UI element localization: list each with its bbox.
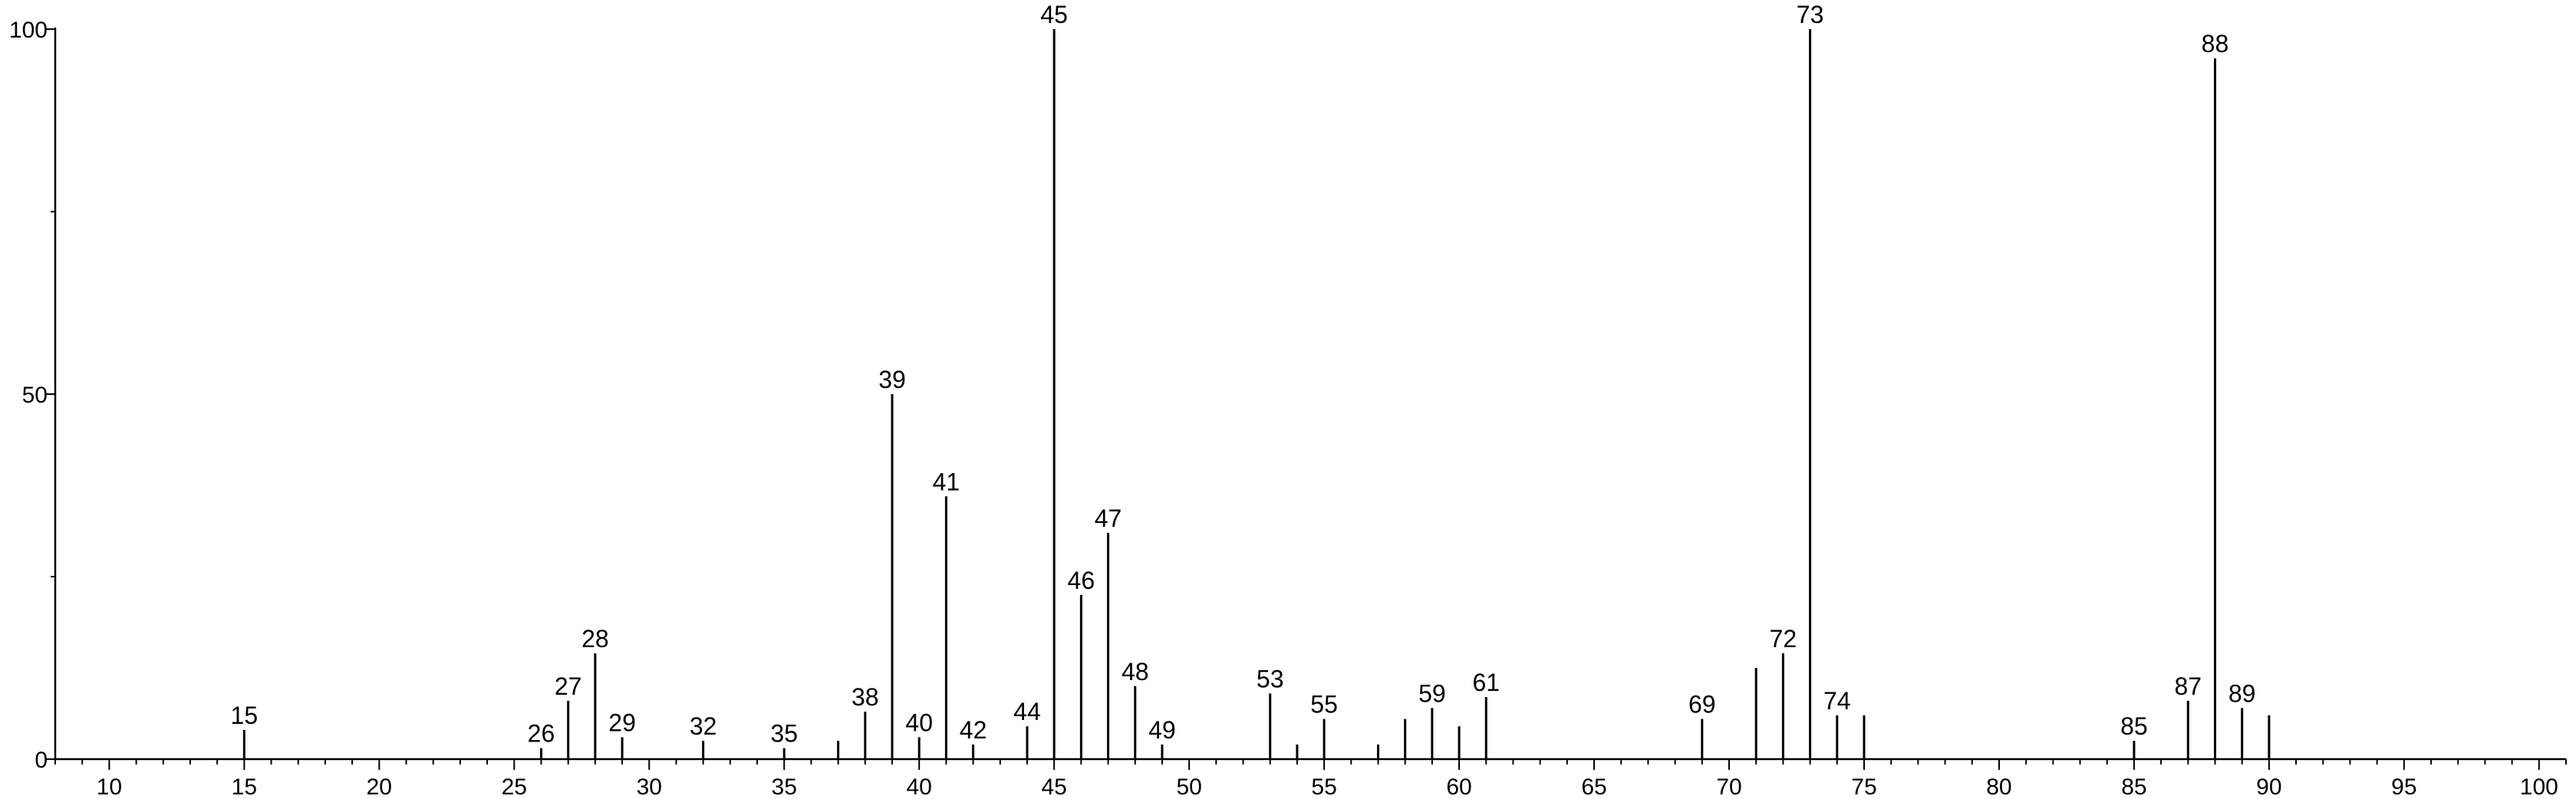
peak-label: 26 bbox=[528, 720, 555, 748]
x-tick-label: 90 bbox=[2256, 774, 2281, 799]
x-tick-label: 75 bbox=[1851, 774, 1876, 799]
peak-label: 85 bbox=[2120, 712, 2148, 740]
peak-label: 61 bbox=[1472, 669, 1500, 696]
x-tick-label: 80 bbox=[1986, 774, 2011, 799]
peak-label: 27 bbox=[555, 672, 582, 700]
peak-label: 69 bbox=[1688, 691, 1716, 718]
x-tick-label: 65 bbox=[1581, 774, 1606, 799]
peak-label: 55 bbox=[1310, 691, 1338, 718]
y-tick-label: 50 bbox=[22, 383, 48, 408]
x-tick-label: 70 bbox=[1716, 774, 1741, 799]
peak-label: 44 bbox=[1013, 698, 1041, 725]
peak-label: 72 bbox=[1770, 625, 1797, 653]
x-tick-label: 60 bbox=[1446, 774, 1471, 799]
peak-label: 47 bbox=[1095, 505, 1122, 532]
x-tick-label: 35 bbox=[772, 774, 797, 799]
peak-label: 28 bbox=[581, 625, 609, 653]
peak-label: 88 bbox=[2202, 30, 2229, 58]
x-tick-label: 95 bbox=[2391, 774, 2416, 799]
x-tick-label: 50 bbox=[1176, 774, 1201, 799]
peak-label: 35 bbox=[770, 720, 798, 748]
x-tick-label: 20 bbox=[367, 774, 392, 799]
spectrum-peaks bbox=[242, 29, 2271, 759]
peak-label: 48 bbox=[1122, 658, 1149, 686]
chart-axes bbox=[54, 28, 2566, 761]
peak-label: 15 bbox=[231, 702, 259, 729]
x-tick-label: 15 bbox=[232, 774, 257, 799]
x-tick-label: 100 bbox=[2520, 774, 2558, 799]
peak-label: 39 bbox=[878, 366, 906, 393]
peak-label: 29 bbox=[608, 709, 636, 736]
x-tick-label: 85 bbox=[2121, 774, 2146, 799]
peak-label: 49 bbox=[1148, 716, 1176, 744]
peak-label: 42 bbox=[960, 716, 987, 744]
x-tick-label: 10 bbox=[97, 774, 122, 799]
x-tick-label: 40 bbox=[907, 774, 932, 799]
peak-label: 74 bbox=[1823, 687, 1851, 715]
x-tick-label: 45 bbox=[1041, 774, 1066, 799]
peak-label: 38 bbox=[852, 683, 879, 711]
x-tick-label: 30 bbox=[637, 774, 662, 799]
peak-label: 73 bbox=[1797, 1, 1824, 28]
y-tick-label: 100 bbox=[9, 18, 48, 43]
peak-label: 46 bbox=[1068, 567, 1095, 594]
peak-label: 41 bbox=[933, 468, 960, 495]
peak-label: 32 bbox=[690, 712, 717, 740]
peak-label: 89 bbox=[2228, 679, 2256, 707]
x-axis-ticks: 10 15 20 25 30 35 40 45 50 55 60 65 70 75 80 85 90 95 100 bbox=[54, 759, 2567, 799]
peak-label: 53 bbox=[1257, 665, 1284, 692]
x-tick-label: 25 bbox=[502, 774, 527, 799]
peak-label: 87 bbox=[2174, 672, 2202, 700]
peak-label: 40 bbox=[905, 709, 933, 736]
y-tick-label: 0 bbox=[35, 748, 48, 773]
peak-label: 45 bbox=[1040, 1, 1068, 28]
x-tick-label: 55 bbox=[1311, 774, 1336, 799]
y-axis-ticks: 0 50 100 bbox=[9, 18, 55, 773]
peak-label: 59 bbox=[1418, 679, 1446, 707]
